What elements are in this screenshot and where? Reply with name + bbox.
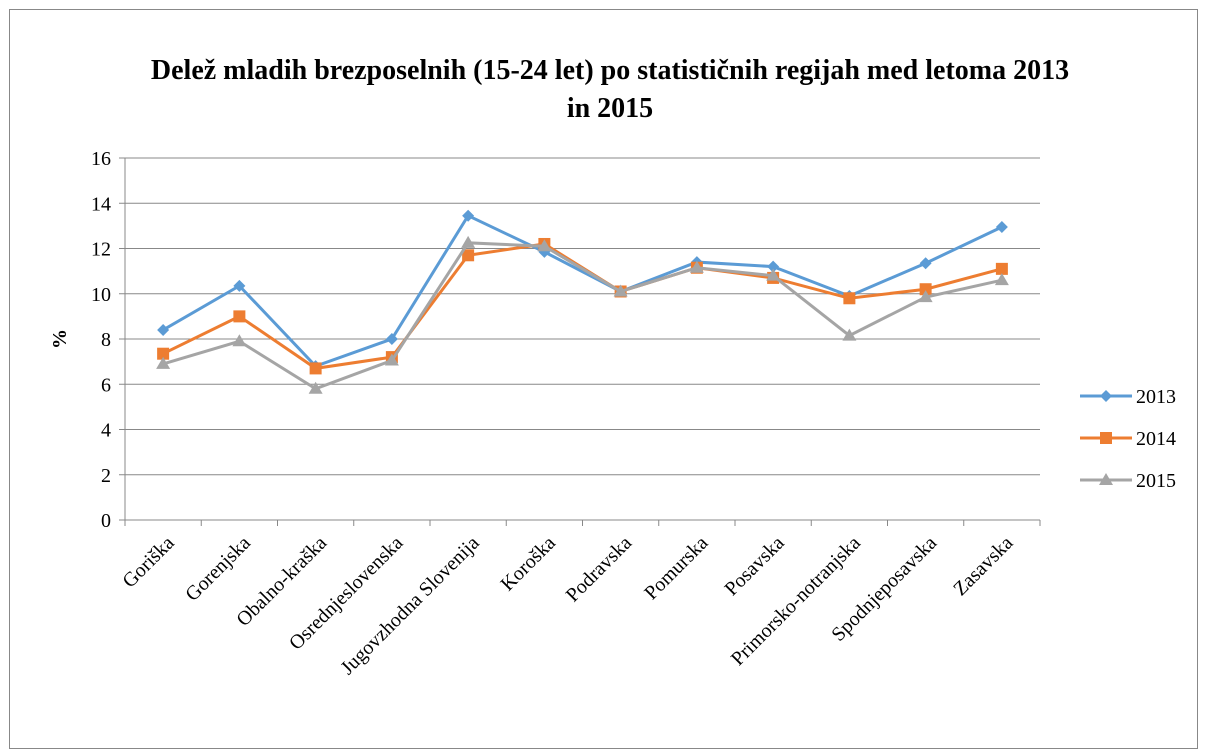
marker [156, 356, 171, 369]
series [156, 235, 1009, 394]
marker [613, 284, 628, 297]
y-tick-label: 12 [91, 239, 111, 261]
y-tick-label: 4 [101, 420, 111, 442]
marker [537, 239, 552, 252]
marker [766, 268, 781, 281]
x-tick-label: Gorenjska [181, 532, 255, 606]
y-tick-label: 6 [101, 374, 111, 396]
y-tick-label: 14 [91, 193, 111, 215]
x-tick-label: Podravska [562, 532, 637, 607]
marker [233, 310, 246, 323]
x-tick-label: Primorsko-notranjska [727, 532, 865, 670]
series [157, 237, 1008, 375]
marker [767, 260, 780, 273]
marker [233, 279, 246, 292]
marker [461, 235, 476, 248]
marker [995, 262, 1008, 275]
marker [919, 257, 932, 270]
legend-label: 2015 [1136, 470, 1176, 492]
x-tick-label: Pomurska [640, 532, 712, 604]
chart-title: Delež mladih brezposelnih (15-24 let) po… [150, 55, 1070, 124]
legend-label: 2014 [1136, 428, 1176, 450]
marker [1100, 390, 1112, 402]
x-tick-label: Koroška [496, 532, 560, 596]
y-tick-label: 16 [91, 148, 111, 170]
marker [689, 260, 704, 273]
marker [994, 273, 1009, 286]
line [162, 242, 1003, 370]
y-tick-label: 10 [91, 284, 111, 306]
x-tick-label: Jugovzhodna Slovenija [337, 532, 484, 679]
marker [1099, 473, 1113, 485]
marker [919, 283, 932, 296]
marker [157, 347, 170, 360]
marker [308, 381, 323, 394]
marker [462, 209, 475, 222]
y-tick-label: 2 [101, 465, 111, 487]
line [162, 241, 1003, 391]
x-tick-label: Posavska [720, 532, 788, 600]
y-axis-label: % [49, 329, 71, 349]
line [162, 213, 1003, 368]
y-tick-label: 0 [101, 510, 111, 532]
y-tick-label: 8 [101, 329, 111, 351]
marker [384, 353, 399, 366]
marker [843, 292, 856, 305]
marker [157, 323, 170, 336]
marker [842, 328, 857, 341]
marker [462, 249, 475, 262]
marker [232, 334, 247, 347]
x-tick-label: Zasavska [949, 532, 1017, 600]
legend-label: 2013 [1136, 386, 1176, 408]
marker [1100, 432, 1112, 444]
marker [995, 221, 1008, 234]
marker [309, 362, 322, 375]
x-tick-label: Goriška [118, 532, 178, 592]
marker [918, 290, 933, 303]
marker [385, 333, 398, 345]
